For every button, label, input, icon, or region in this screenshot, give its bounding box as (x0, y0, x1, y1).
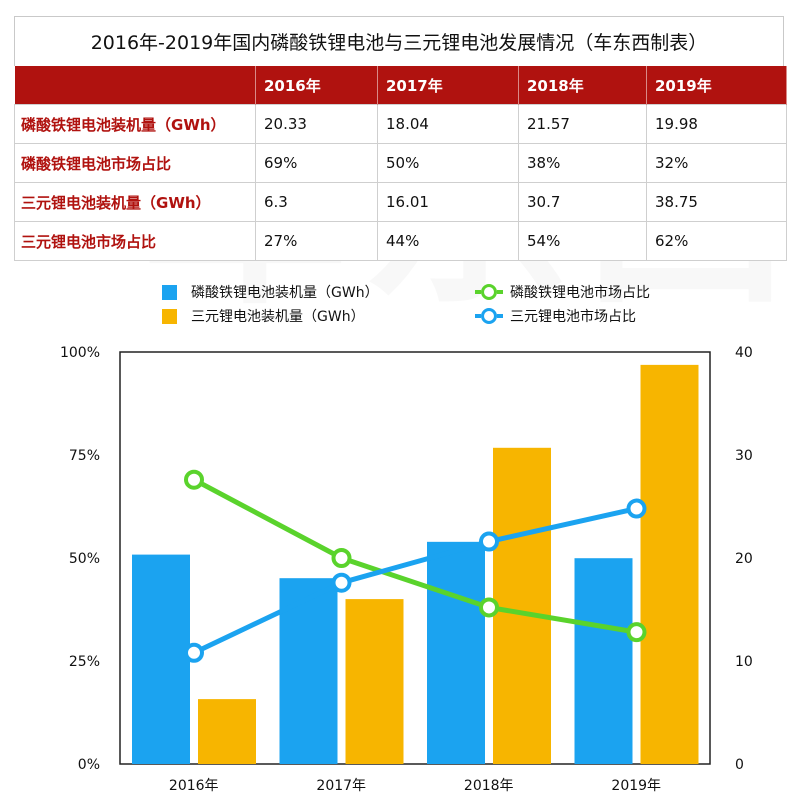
table-cell: 32% (646, 143, 787, 183)
point-ncm-share (184, 642, 204, 663)
x-axis-tick-label: 2018年 (464, 778, 514, 794)
legend-label: 磷酸铁锂电池装机量（GWh） (191, 285, 379, 301)
right-axis-tick-label: 0 (735, 757, 744, 773)
legend-swatch-yellow (162, 308, 177, 324)
left-axis-tick-label: 25% (69, 654, 100, 670)
table-cell: 62% (646, 221, 787, 261)
bar-ncm (493, 447, 551, 764)
bar-ncm (640, 364, 699, 764)
table-title: 2016年-2019年国内磷酸铁锂电池与三元锂电池发展情况（车东西制表） (14, 16, 784, 66)
right-axis-tick-label: 40 (735, 345, 753, 361)
plot-frame (119, 351, 711, 765)
table-cell: 50% (377, 143, 519, 183)
combo-chart: 0% 25% 50% 75% 100% 0 10 20 30 40 2016年 2017年 2018年 2… (60, 345, 753, 794)
legend-marker-green (475, 284, 503, 300)
header-cell: 2018年 (518, 66, 647, 105)
row-label: 三元锂电池市场占比 (14, 221, 256, 261)
point-lfp-share (626, 622, 647, 643)
table-row: 三元锂电池市场占比 27% 44% 54% 62% (14, 221, 787, 261)
header-cell (14, 66, 256, 105)
point-ncm-share (479, 531, 499, 552)
bar-lfp (574, 558, 633, 764)
point-ncm-share (331, 572, 352, 593)
table-cell: 54% (518, 221, 647, 261)
right-axis-tick-label: 10 (735, 654, 753, 670)
table-cell: 69% (255, 143, 378, 183)
left-axis-tick-label: 0% (78, 757, 100, 773)
x-axis-tick-label: 2019年 (611, 778, 661, 794)
point-lfp-share (184, 469, 204, 490)
line-lfp-share (192, 477, 637, 635)
header-cell: 2017年 (377, 66, 519, 105)
bar-lfp (427, 541, 485, 764)
table-cell: 20.33 (255, 104, 378, 144)
point-lfp-share (479, 597, 499, 618)
bar-ncm (345, 599, 404, 764)
legend-lfp-share: 磷酸铁锂电池市场占比 (475, 282, 650, 302)
legend-ncm-installed: 三元锂电池装机量（GWh） (162, 306, 365, 326)
x-axis-tick-label: 2017年 (316, 778, 366, 794)
data-table: 2016年 2017年 2018年 2019年 磷酸铁锂电池装机量（GWh） 2… (14, 66, 787, 261)
table-row: 磷酸铁锂电池装机量（GWh） 20.33 18.04 21.57 19.98 (14, 104, 787, 144)
row-label: 三元锂电池装机量（GWh） (14, 182, 256, 222)
bar-ncm (198, 699, 256, 764)
table-cell: 19.98 (646, 104, 787, 144)
left-axis-tick-label: 100% (60, 345, 100, 361)
table-cell: 21.57 (518, 104, 647, 144)
legend-ncm-share: 三元锂电池市场占比 (475, 306, 636, 326)
left-axis-tick-label: 75% (69, 448, 100, 464)
right-axis-tick-label: 30 (735, 448, 753, 464)
table-cell: 38.75 (646, 182, 787, 222)
header-cell: 2019年 (646, 66, 787, 105)
table-cell: 30.7 (518, 182, 647, 222)
left-axis-tick-label: 50% (69, 551, 100, 567)
legend-label: 三元锂电池市场占比 (510, 309, 636, 325)
legend-lfp-installed: 磷酸铁锂电池装机量（GWh） (162, 282, 379, 302)
right-axis-tick-label: 20 (735, 551, 753, 567)
table-cell: 27% (255, 221, 378, 261)
legend-marker-blue (475, 308, 503, 324)
line-ncm-share (192, 506, 638, 656)
row-label: 磷酸铁锂电池装机量（GWh） (14, 104, 256, 144)
table-row: 磷酸铁锂电池市场占比 69% 50% 38% 32% (14, 143, 787, 183)
header-cell: 2016年 (255, 66, 378, 105)
table-cell: 6.3 (255, 182, 378, 222)
row-label: 磷酸铁锂电池市场占比 (14, 143, 256, 183)
table-cell: 16.01 (377, 182, 519, 222)
bar-lfp (132, 554, 190, 764)
point-ncm-share (626, 498, 647, 519)
table-cell: 38% (518, 143, 647, 183)
legend-label: 三元锂电池装机量（GWh） (191, 309, 365, 325)
table-row: 三元锂电池装机量（GWh） 6.3 16.01 30.7 38.75 (14, 182, 787, 222)
table-cell: 18.04 (377, 104, 519, 144)
point-lfp-share (331, 548, 352, 568)
table-header-row: 2016年 2017年 2018年 2019年 (14, 66, 787, 105)
x-axis-tick-label: 2016年 (169, 778, 219, 794)
table-cell: 44% (377, 221, 519, 261)
legend-swatch-blue (162, 284, 177, 300)
legend-label: 磷酸铁锂电池市场占比 (510, 285, 650, 301)
